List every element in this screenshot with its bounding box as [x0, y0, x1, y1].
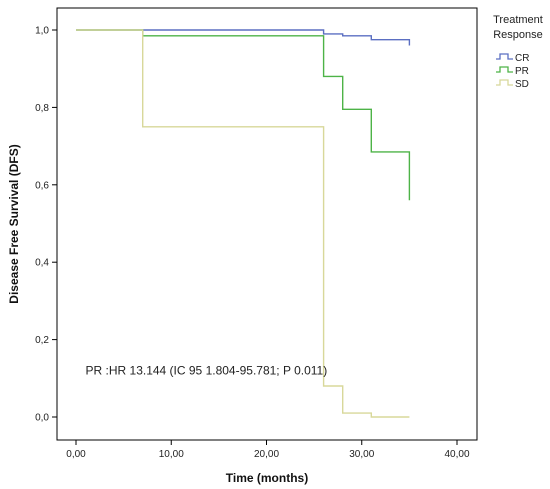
x-tick-label: 20,00	[254, 449, 279, 460]
hazard-ratio-annotation: PR :HR 13.144 (IC 95 1.804-95.781; P 0.0…	[86, 363, 328, 377]
legend-label-sd: SD	[515, 79, 529, 90]
y-tick-label: 0,2	[35, 335, 49, 346]
x-tick-label: 40,00	[444, 449, 469, 460]
y-tick-label: 0,0	[35, 413, 49, 424]
x-tick-label: 30,00	[349, 449, 374, 460]
y-axis: 0,0 0,2 0,4 0,6 0,8 1,0	[35, 26, 57, 424]
y-tick-label: 0,8	[35, 103, 49, 114]
series-line-cr	[76, 29, 411, 46]
legend-title-line-2: Response	[493, 29, 543, 41]
legend-swatch-sd	[496, 79, 513, 86]
legend-title-line-1: Treatment	[493, 14, 543, 26]
x-tick-label: 10,00	[159, 449, 184, 460]
y-tick-label: 1,0	[35, 26, 49, 37]
legend-swatch-cr	[496, 53, 513, 60]
y-tick-label: 0,4	[35, 258, 49, 269]
y-tick-label: 0,6	[35, 180, 49, 191]
legend-label-pr: PR	[515, 66, 529, 77]
x-axis: 0,00 10,00 20,00 30,00 40,00	[66, 440, 470, 460]
y-axis-title: Disease Free Survival (DFS)	[7, 144, 21, 303]
legend-label-cr: CR	[515, 53, 529, 64]
x-tick-label: 0,00	[66, 449, 86, 460]
legend-swatch-pr	[496, 66, 513, 73]
legend: Treatment Response CR PR SD	[493, 14, 543, 90]
series-line-sd	[76, 29, 410, 418]
plot-area-frame	[56, 7, 478, 441]
annotations: PR :HR 13.144 (IC 95 1.804-95.781; P 0.0…	[86, 363, 328, 377]
survival-curves	[76, 29, 411, 418]
x-axis-title: Time (months)	[226, 471, 308, 485]
